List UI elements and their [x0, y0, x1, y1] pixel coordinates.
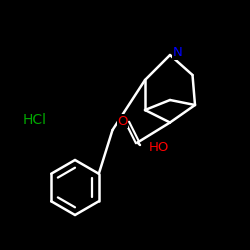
- Text: O: O: [117, 115, 128, 128]
- Text: HO: HO: [149, 141, 169, 154]
- Text: HCl: HCl: [23, 113, 47, 127]
- Text: N: N: [172, 46, 182, 59]
